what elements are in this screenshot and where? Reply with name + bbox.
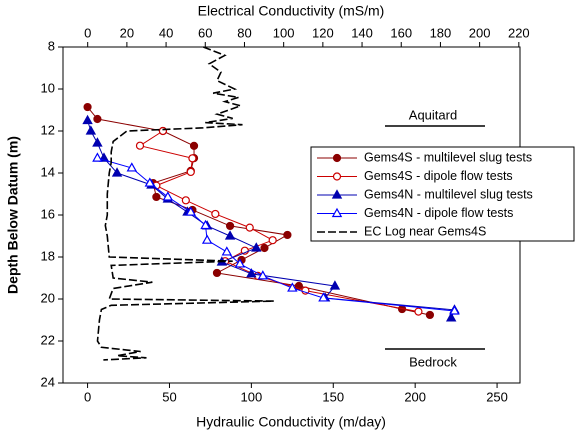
x2-tick-label: 100: [273, 25, 295, 40]
x2-tick-label: 160: [390, 25, 412, 40]
point: [152, 192, 161, 202]
point: [449, 305, 460, 315]
point: [188, 154, 197, 163]
point: [92, 137, 103, 147]
point: [245, 223, 254, 232]
legend-label: Gems4N - dipole flow tests: [364, 206, 513, 220]
point: [251, 242, 262, 252]
x2-axis-title: Electrical Conductivity (mS/m): [198, 3, 385, 19]
point: [425, 310, 435, 320]
point: [186, 167, 195, 177]
point: [126, 162, 138, 172]
point: [185, 206, 196, 216]
point: [257, 270, 269, 280]
point: [212, 268, 222, 278]
x-tick-label: 250: [486, 389, 508, 404]
point: [85, 125, 97, 135]
x-tick-label: 200: [404, 389, 426, 404]
point: [211, 209, 220, 219]
y-tick-label: 24: [41, 374, 55, 389]
point: [135, 141, 145, 150]
y-tick-label: 16: [41, 206, 55, 221]
x2-tick-label: 0: [84, 25, 91, 40]
point: [283, 230, 292, 240]
y-axis-title: Depth Below Datum (m): [5, 136, 21, 294]
legend-marker: [331, 189, 343, 199]
y-tick-label: 18: [41, 248, 55, 263]
y-tick-label: 8: [48, 38, 55, 53]
point: [83, 102, 92, 112]
point: [260, 243, 269, 253]
legend-box: [310, 146, 575, 242]
point: [93, 114, 102, 124]
point: [189, 141, 199, 151]
legend-label: Gems4S - dipole flow tests: [364, 169, 513, 183]
x2-tick-label: 140: [351, 25, 373, 40]
y-tick-label: 22: [41, 332, 55, 347]
point: [224, 230, 236, 240]
x2-tick-label: 20: [120, 25, 134, 40]
point: [92, 152, 103, 162]
legend-label: Gems4S - multilevel slug tests: [364, 150, 532, 164]
point: [144, 177, 156, 187]
x2-tick-label: 120: [312, 25, 334, 40]
legend-marker: [332, 172, 342, 181]
x2-tick-label: 40: [159, 25, 173, 40]
point: [287, 282, 298, 292]
x2-tick-label: 200: [469, 25, 491, 40]
point: [111, 167, 123, 177]
legend-marker: [332, 153, 342, 163]
point: [268, 236, 277, 245]
annotation: Aquitard: [409, 107, 457, 122]
point: [234, 258, 246, 268]
x-tick-label: 0: [84, 389, 91, 404]
y-tick-label: 20: [41, 290, 55, 305]
point: [318, 292, 329, 302]
point: [246, 268, 257, 278]
point: [221, 246, 233, 256]
point: [162, 191, 174, 201]
point: [329, 280, 341, 290]
y-tick-label: 10: [41, 80, 55, 95]
series-line: [96, 46, 274, 361]
x-tick-label: 50: [162, 389, 176, 404]
y-tick-label: 14: [41, 164, 55, 179]
x2-tick-label: 60: [198, 25, 212, 40]
x2-tick-label: 220: [508, 25, 530, 40]
point: [225, 221, 235, 231]
point: [158, 126, 168, 136]
legend-marker: [331, 207, 343, 218]
x-axis-title: Hydraulic Conductivity (m/day): [196, 414, 386, 430]
point: [414, 307, 423, 316]
point: [445, 312, 457, 322]
point: [200, 219, 211, 230]
y-tick-label: 12: [41, 122, 55, 137]
point: [181, 196, 190, 205]
legend-label: EC Log near Gems4S: [364, 224, 486, 238]
x-tick-label: 100: [241, 389, 263, 404]
x2-tick-label: 80: [237, 25, 251, 40]
point: [82, 114, 93, 125]
legend-label: Gems4N - multilevel slug tests: [364, 187, 533, 201]
annotation: Bedrock: [409, 354, 457, 369]
x2-tick-label: 180: [430, 25, 452, 40]
x-tick-label: 150: [322, 389, 344, 404]
point: [201, 234, 213, 244]
